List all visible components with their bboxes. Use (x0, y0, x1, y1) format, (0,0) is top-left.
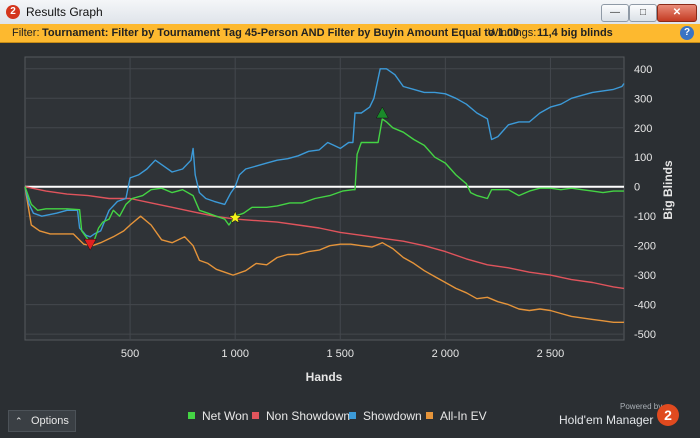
y-tick-label: -400 (634, 300, 656, 312)
legend-all-in-ev[interactable]: All-In EV (426, 409, 487, 423)
y-tick-label: 200 (634, 123, 652, 135)
y-tick-label: -300 (634, 270, 656, 282)
x-tick-label: 1 000 (221, 348, 249, 360)
legend-label: Net Won (202, 409, 249, 423)
results-chart: 400 300 200 100 0 -100 -200 -300 -400 -500 500 1 00… (24, 56, 675, 384)
maximize-button[interactable]: □ (629, 4, 657, 22)
window-frame-bottom (0, 432, 700, 438)
chart-ticks: 400 300 200 100 0 -100 -200 -300 -400 -500 500 1 00… (121, 64, 656, 360)
winnings-label: Winnings: (488, 27, 537, 39)
chart-lines (24, 68, 625, 323)
powered-by-text: Powered by (620, 402, 663, 411)
filter-value[interactable]: Tournament: Filter by Tournament Tag 45-… (42, 27, 520, 39)
maximize-icon: □ (639, 7, 647, 18)
brand-name: Hold'em Manager (559, 413, 654, 427)
legend-swatch (426, 412, 433, 419)
options-button[interactable]: ⌃ Options (8, 410, 76, 432)
title-bar: 2 Results Graph — □ ✕ (0, 0, 700, 25)
x-tick-label: 1 500 (326, 348, 354, 360)
legend-showdown[interactable]: Showdown (349, 409, 422, 423)
series-line (24, 186, 624, 323)
legend-label: Showdown (363, 409, 422, 423)
y-tick-label: 400 (634, 64, 652, 76)
legend-non-showdown[interactable]: Non Showdown (252, 409, 350, 423)
close-button[interactable]: ✕ (657, 4, 697, 22)
y-tick-label: 0 (634, 182, 640, 194)
series-line (24, 68, 625, 238)
x-tick-label: 500 (121, 348, 139, 360)
y-tick-label: -100 (634, 211, 656, 223)
x-axis-label: Hands (306, 370, 343, 384)
chevron-up-icon: ⌃ (15, 416, 23, 426)
legend-swatch (349, 412, 356, 419)
legend-label: Non Showdown (266, 409, 351, 423)
series-line (24, 118, 624, 244)
filter-bar: Filter: Tournament: Filter by Tournament… (0, 24, 700, 43)
chart-markers (83, 106, 389, 251)
x-tick-label: 2 500 (537, 348, 565, 360)
minimize-button[interactable]: — (601, 4, 629, 22)
x-tick-label: 2 000 (432, 348, 460, 360)
y-tick-label: 100 (634, 152, 652, 164)
hm2-logo-icon: 2 (657, 404, 679, 426)
winnings-value: 11,4 big blinds (537, 27, 613, 39)
marker-max (375, 106, 389, 119)
y-axis-label: Big Blinds (661, 160, 675, 220)
y-tick-label: 300 (634, 93, 652, 105)
legend-net-won[interactable]: Net Won (188, 409, 248, 423)
legend-swatch (252, 412, 259, 419)
marker-star (228, 210, 243, 224)
legend-swatch (188, 412, 195, 419)
window-title: Results Graph (26, 5, 103, 19)
y-tick-label: -500 (634, 329, 656, 341)
y-tick-label: -200 (634, 241, 656, 253)
app-logo-icon: 2 (6, 5, 20, 19)
filter-label: Filter: (12, 27, 40, 39)
marker-min (83, 238, 97, 251)
legend-label: All-In EV (440, 409, 487, 423)
minimize-icon: — (610, 7, 620, 18)
options-label: Options (31, 415, 69, 427)
help-icon[interactable]: ? (680, 26, 694, 40)
close-icon: ✕ (672, 7, 682, 18)
